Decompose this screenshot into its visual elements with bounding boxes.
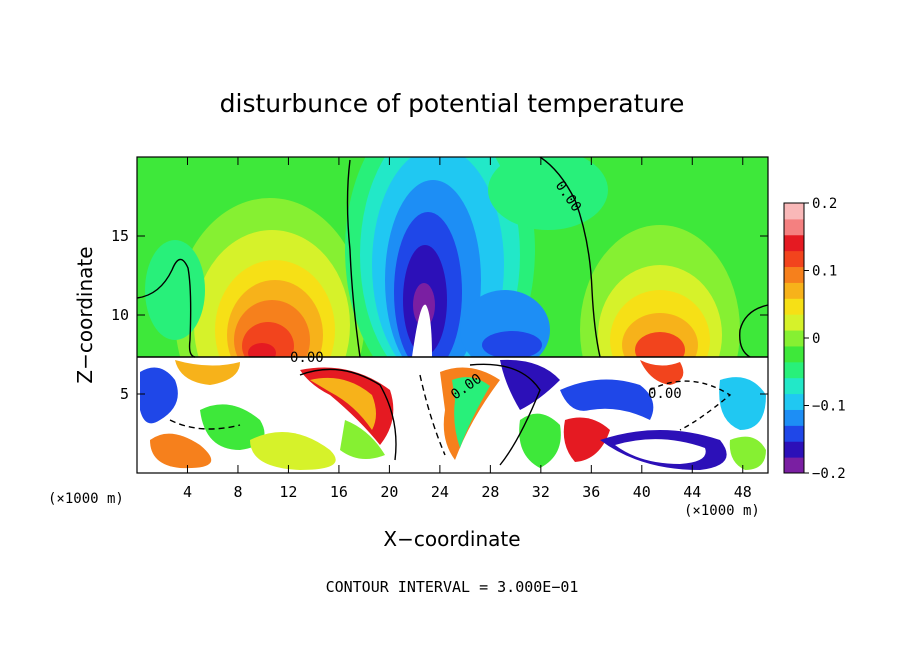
colorbar-band [784, 282, 804, 299]
colorbar-band [784, 345, 804, 363]
contour-lines [137, 157, 768, 466]
colorbar-band [784, 203, 804, 220]
colorbar-band [784, 409, 804, 426]
y-tick-label: 15 [111, 227, 129, 245]
contour-label: 0.00 [648, 386, 682, 402]
x-tick-label: 40 [633, 483, 651, 501]
colorbar-band [784, 330, 804, 347]
colorbar-ticks: 0.2 0.1 0 −0.1 −0.2 [804, 196, 846, 482]
colorbar: 0.2 0.1 0 −0.1 −0.2 [783, 196, 846, 482]
x-tick-label: 24 [431, 483, 449, 501]
colorbar-band [784, 314, 804, 331]
x-tick-label: 48 [734, 483, 752, 501]
colorbar-band [784, 234, 804, 252]
x-axis-label: X−coordinate [383, 527, 520, 551]
colorbar-band [784, 441, 804, 458]
colorbar-band [784, 250, 804, 268]
colorbar-band [784, 457, 804, 474]
x-tick-label: 32 [532, 483, 550, 501]
cold-anomaly-center [345, 157, 550, 400]
colorbar-band [784, 377, 804, 395]
y-tick-label: 10 [111, 306, 129, 324]
colorbar-band [784, 393, 804, 410]
colorbar-tick-label: −0.1 [812, 399, 846, 415]
colorbar-band [784, 218, 804, 236]
y-axis-label: Z−coordinate [73, 246, 97, 383]
turbulent-boundary-layer [137, 357, 768, 473]
contour-interval-footnote: CONTOUR INTERVAL = 3.000E−01 [326, 578, 579, 596]
colorbar-tick-label: 0.2 [812, 196, 837, 212]
x-tick-label: 8 [233, 483, 242, 501]
x-axis-unit-left: (×1000 m) [48, 491, 124, 507]
y-tick-label: 5 [120, 385, 129, 403]
colorbar-band [784, 298, 804, 315]
colorbar-band [784, 266, 804, 283]
colorbar-band [784, 361, 804, 379]
chart-title: disturbunce of potential temperature [220, 89, 685, 118]
x-tick-label: 44 [683, 483, 701, 501]
x-tick-label: 36 [582, 483, 600, 501]
colorbar-band [784, 425, 804, 442]
x-tick-label: 12 [279, 483, 297, 501]
contour-label: 0.00 [290, 350, 324, 366]
colorbar-bands [784, 203, 804, 474]
colorbar-tick-label: 0.1 [812, 264, 837, 280]
x-axis-unit-right: (×1000 m) [684, 503, 760, 519]
x-tick-label: 20 [380, 483, 398, 501]
x-tick-label: 16 [330, 483, 348, 501]
colorbar-tick-label: −0.2 [812, 466, 846, 482]
plot-area [137, 157, 768, 473]
x-tick-label: 4 [183, 483, 192, 501]
colorbar-tick-label: 0 [812, 331, 820, 347]
x-tick-label: 28 [481, 483, 499, 501]
